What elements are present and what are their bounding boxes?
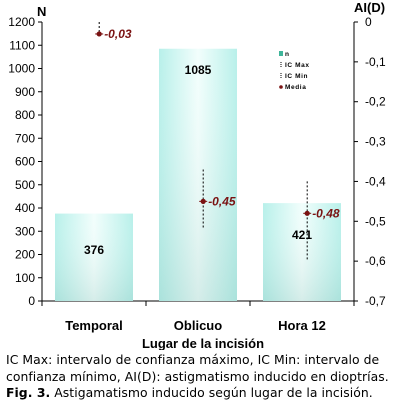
y-left-tick-label: 900 [15,85,35,99]
legend-swatch-media [279,85,283,89]
legend-entry: IC Max [285,62,310,69]
y-right-tick-label: -0,3 [365,135,386,149]
caption-line-1: IC Max: intervalo de confianza máximo, I… [6,352,380,367]
y-left-tick-label: 1000 [8,62,35,76]
y-left-tick-label: 100 [15,271,35,285]
caption-line-3: Fig. 3. Astigamatismo inducido según lug… [6,385,416,402]
y-left-tick-label: 200 [15,248,35,262]
bar-value-label: 421 [292,228,312,242]
ai-series-layer: -0,03 -0,45 -0,48 [95,22,340,262]
y-left-tick-label: 1100 [9,38,35,52]
y-axis-right-title: AI(D) [354,0,385,15]
bar-value-label: 1085 [185,63,212,77]
y-right-tick-label: -0,6 [365,254,386,268]
x-tick-label: Hora 12 [278,318,326,333]
figure-label: Fig. 3. [6,385,51,400]
axes-layer: 0 100 200 300 400 500 600 700 800 900 1000 1100 1200… [8,15,386,333]
x-tick-label: Temporal [65,318,123,333]
y-right-tick-label: -0,4 [365,174,386,188]
y-left-tick-label: 500 [15,178,35,192]
bar-shade [263,203,341,301]
y-right-tick-label: -0,1 [365,55,386,69]
y-left-tick-label: 400 [15,201,35,215]
figure-caption: IC Max: intervalo de confianza máximo, I… [6,352,416,402]
y-right-tick-label: 0 [365,15,372,29]
legend-entry: Media [285,84,306,91]
y-left-tick-label: 1200 [8,15,35,29]
legend-entry: IC Min [285,73,308,80]
caption-line-2: confianza mínimo, AI(D): astigmatismo in… [6,368,389,384]
chart-svg: 0 100 200 300 400 500 600 700 800 900 1000 1100 1200… [8,0,386,351]
media-value-label: -0,48 [312,206,340,220]
legend-entry: n [285,51,290,58]
y-right-tick-label: -0,2 [365,95,386,109]
bars-layer: 376 1085 421 [55,48,341,301]
y-left-tick-label: 0 [28,294,35,308]
x-axis-title: Lugar de la incisión [142,336,264,350]
bar-shade [159,48,237,301]
bar-value-label: 376 [84,243,104,257]
y-axis-left-title: N [37,4,46,19]
media-value-label: -0,45 [208,194,236,208]
figure-title: Astigamatismo inducido según lugar de la… [50,385,373,400]
legend: n IC Max IC Min Media [279,51,310,91]
y-left-tick-label: 600 [15,155,35,169]
media-value-label: -0,03 [104,27,132,41]
y-right-tick-label: -0,5 [365,214,386,228]
y-right-tick-label: -0,7 [365,294,386,308]
legend-swatch-n [279,51,283,56]
y-left-tick-label: 800 [15,108,35,122]
chart-container: 0 100 200 300 400 500 600 700 800 900 1000 1100 1200… [8,0,386,351]
x-tick-label: Oblicuo [174,318,222,333]
bar-shade [55,213,133,301]
y-left-tick-label: 700 [15,131,35,145]
y-left-tick-label: 300 [15,224,35,238]
